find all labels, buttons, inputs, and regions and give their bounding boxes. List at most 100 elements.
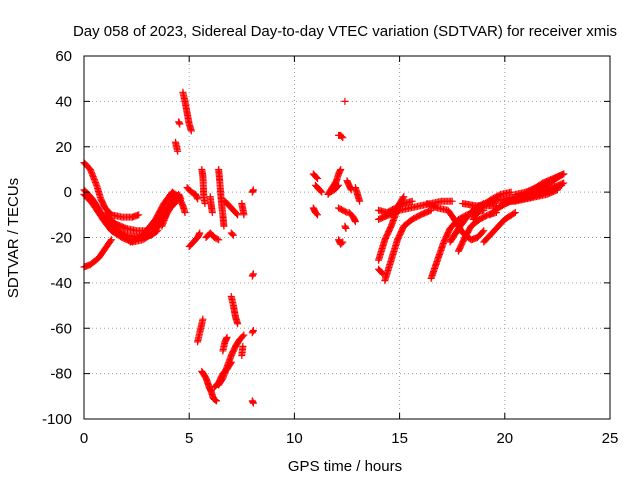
- data-point: [338, 239, 346, 247]
- data-series: [341, 222, 350, 232]
- data-point: [312, 210, 320, 218]
- chart-title: Day 058 of 2023, Sidereal Day-to-day VTE…: [73, 23, 617, 40]
- data-series: [309, 204, 322, 219]
- y-tick-label: -20: [50, 230, 72, 247]
- x-tick-label: 15: [391, 430, 408, 447]
- data-point: [558, 181, 566, 189]
- data-series: [172, 138, 182, 155]
- data-point: [239, 342, 247, 350]
- data-point: [196, 229, 204, 237]
- x-tick-label: 20: [496, 430, 513, 447]
- data-series: [238, 342, 247, 359]
- data-point: [249, 270, 257, 278]
- data-point: [312, 173, 320, 181]
- y-tick-label: -60: [50, 320, 72, 337]
- data-point: [212, 396, 219, 404]
- y-tick-label: 0: [64, 184, 72, 201]
- data-point: [408, 197, 416, 205]
- data-point: [199, 315, 207, 323]
- y-tick-label: -100: [42, 411, 72, 428]
- data-point: [249, 327, 257, 335]
- data-point: [234, 211, 242, 219]
- data-point: [234, 320, 242, 328]
- data-point: [106, 237, 114, 245]
- data-point: [213, 235, 221, 243]
- y-tick-label: 20: [55, 139, 72, 156]
- data-point: [341, 97, 349, 105]
- data-series: [381, 206, 435, 285]
- data-series: [175, 118, 184, 128]
- data-point: [240, 331, 248, 339]
- data-point: [317, 187, 325, 195]
- y-tick-label: 40: [55, 93, 72, 110]
- data-series: [80, 236, 115, 271]
- data-series: [202, 229, 223, 244]
- data-series: [311, 181, 326, 196]
- data-point: [228, 230, 236, 238]
- data-point: [213, 397, 221, 405]
- data-point: [249, 186, 257, 194]
- data-point: [448, 197, 456, 205]
- data-point: [338, 133, 346, 141]
- data-point: [337, 165, 345, 173]
- data-series: [248, 397, 257, 407]
- data-point: [335, 181, 343, 189]
- data-series: [335, 131, 347, 142]
- x-tick-label: 25: [602, 430, 619, 447]
- data-series: [335, 236, 347, 248]
- data-series: [206, 193, 216, 217]
- data-point: [378, 269, 386, 277]
- data-series: [341, 97, 349, 105]
- data-series: [248, 186, 257, 196]
- data-point: [194, 195, 202, 203]
- data-point: [233, 210, 241, 218]
- data-point: [249, 399, 257, 407]
- y-axis-ticks: -100 -80 -60 -40 -20 0 20 40 60: [42, 48, 610, 428]
- data-point: [351, 218, 359, 226]
- data-point: [223, 333, 231, 341]
- data-point: [511, 209, 519, 217]
- data-point: [187, 127, 195, 135]
- data-series: [198, 367, 221, 405]
- data-series: [528, 170, 568, 194]
- data-series: [227, 292, 242, 328]
- data-point: [334, 182, 342, 190]
- data-point: [220, 222, 228, 230]
- y-tick-label: -80: [50, 366, 72, 383]
- data-point: [215, 236, 223, 244]
- data-series: [219, 333, 231, 355]
- data-series: [221, 197, 242, 219]
- data-point: [479, 228, 487, 236]
- data-series: [198, 165, 209, 207]
- data-point: [314, 175, 322, 183]
- data-point: [339, 134, 347, 142]
- data-point: [339, 238, 347, 246]
- data-point: [107, 236, 115, 244]
- data-series: [80, 159, 143, 221]
- data-point: [356, 197, 364, 205]
- data-point: [201, 199, 209, 207]
- data-series: [179, 88, 195, 135]
- data-series: [480, 209, 519, 246]
- data-series: [215, 165, 228, 230]
- data-point: [135, 211, 143, 219]
- data-series: [158, 190, 185, 230]
- data-series: [185, 229, 204, 251]
- x-tick-label: 10: [286, 430, 303, 447]
- data-series: [248, 270, 257, 280]
- data-point: [229, 231, 237, 239]
- data-point: [553, 186, 561, 194]
- data-series: [227, 229, 237, 239]
- data-series: [248, 327, 257, 337]
- y-axis-label: SDTVAR / TECUs: [5, 178, 22, 298]
- y-tick-label: -40: [50, 275, 72, 292]
- data-point: [379, 270, 387, 278]
- data-point: [174, 147, 182, 155]
- data-series: [375, 193, 408, 264]
- data-point: [560, 170, 568, 178]
- y-tick-label: 60: [55, 48, 72, 65]
- data-series: [345, 209, 359, 226]
- data-point: [314, 211, 322, 219]
